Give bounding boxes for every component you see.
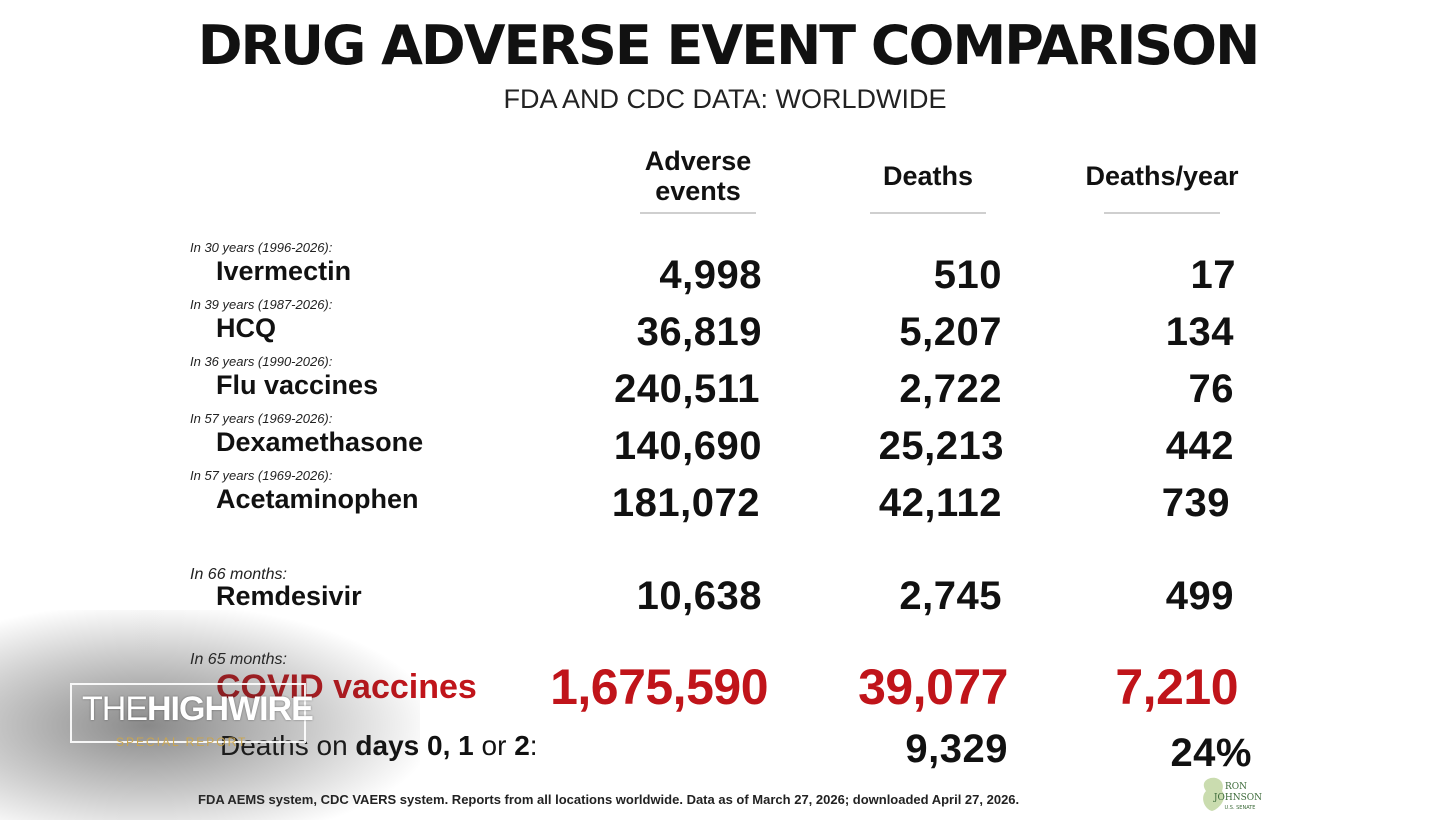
page-subtitle: FDA AND CDC DATA: WORLDWIDE — [503, 84, 947, 114]
row-deaths: 5,207 — [899, 310, 1002, 354]
column-header-deaths-per-year: Deaths/year — [1085, 161, 1239, 191]
column-rule-deaths-per-year — [1104, 212, 1220, 214]
early-deaths-count: 9,329 — [905, 727, 1008, 771]
row-deaths: 25,213 — [878, 424, 1004, 468]
covid-deaths-per-year: 7,210 — [1115, 659, 1238, 715]
row-deaths-per-year: 442 — [1165, 424, 1234, 468]
row-drug-name: Flu vaccines — [216, 370, 379, 400]
early-deaths-label-or: or — [473, 730, 515, 761]
row-adverse-events: 36,819 — [636, 310, 762, 354]
source-footnote: FDA AEMS system, CDC VAERS system. Repor… — [198, 792, 1020, 807]
column-header-adverse-line1: Adverse — [644, 146, 752, 176]
row-drug-name: Ivermectin — [216, 256, 352, 286]
row-period: In 57 years (1969-2026): — [190, 411, 333, 426]
row-drug-name: Dexamethasone — [216, 427, 424, 457]
row-drug-name: HCQ — [216, 313, 276, 343]
covid-period: In 65 months: — [190, 651, 287, 668]
row-period: In 66 months: — [190, 566, 287, 583]
row-deaths-per-year: 76 — [1188, 367, 1234, 411]
early-deaths-label-colon: : — [529, 730, 538, 761]
covid-deaths: 39,077 — [858, 659, 1008, 715]
early-deaths-label-days: days 0, 1 — [355, 730, 474, 761]
row-deaths-per-year: 134 — [1165, 310, 1234, 354]
senate-seal-logo: RON JOHNSON U.S. SENATE — [1203, 777, 1262, 811]
early-deaths-label-two: 2 — [514, 730, 530, 761]
row-period: In 30 years (1996-2026): — [190, 240, 333, 255]
row-period: In 39 years (1987-2026): — [190, 297, 333, 312]
row-adverse-events: 240,511 — [614, 367, 760, 411]
seal-line3: U.S. SENATE — [1225, 805, 1256, 811]
row-deaths: 510 — [933, 253, 1002, 297]
highwire-logo-the: THE — [82, 690, 148, 728]
row-adverse-events: 181,072 — [611, 481, 760, 525]
highwire-logo-highwire: HIGHWIRE — [147, 690, 314, 728]
highwire-special-report: SPECIAL REPORT — [116, 735, 248, 749]
row-period: In 36 years (1990-2026): — [190, 354, 333, 369]
column-header-adverse-line2: events — [655, 176, 741, 206]
column-rule-deaths — [870, 212, 986, 214]
row-adverse-events: 4,998 — [659, 253, 762, 297]
row-adverse-events: 10,638 — [636, 574, 762, 618]
highwire-logo-frame — [70, 683, 306, 743]
covid-adverse-events: 1,675,590 — [550, 659, 768, 715]
row-period: In 57 years (1969-2026): — [190, 468, 333, 483]
row-deaths: 42,112 — [878, 481, 1002, 525]
row-deaths-per-year: 17 — [1190, 253, 1236, 297]
early-deaths-percent: 24% — [1170, 731, 1252, 775]
row-deaths-per-year: 739 — [1161, 481, 1230, 525]
highwire-logo: THEHIGHWIRE — [82, 690, 314, 729]
column-rule-adverse — [640, 212, 756, 214]
row-drug-name: Acetaminophen — [216, 484, 419, 514]
row-adverse-events: 140,690 — [613, 424, 762, 468]
row-drug-name: Remdesivir — [216, 581, 362, 611]
row-deaths-per-year: 499 — [1165, 574, 1234, 618]
seal-state-shape — [1203, 777, 1225, 811]
row-deaths: 2,722 — [899, 367, 1002, 411]
row-deaths: 2,745 — [899, 574, 1002, 618]
page-title: DRUG ADVERSE EVENT COMPARISON — [197, 14, 1261, 77]
seal-line2: JOHNSON — [1213, 793, 1262, 803]
seal-line1: RON — [1225, 782, 1247, 792]
column-header-deaths: Deaths — [882, 161, 974, 191]
column-header-adverse-events: Adverse events — [620, 146, 776, 206]
